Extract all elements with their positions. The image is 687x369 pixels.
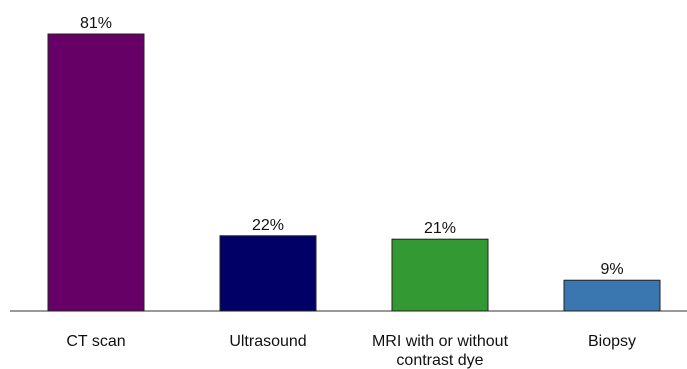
bar-3: [391, 238, 489, 312]
data-label-1: 81%: [80, 15, 112, 32]
tick-label-line: contrast dye: [396, 352, 483, 369]
tick-label-3: MRI with or without contrast dye: [372, 333, 509, 369]
tick-labels-group: CT scan Ultrasound MRI with or without cont…: [66, 333, 636, 369]
tick-label-line: CT scan: [66, 333, 125, 350]
bar-2: [219, 235, 317, 312]
data-label-3: 21%: [424, 220, 456, 237]
tick-label-2: Ultrasound: [229, 333, 306, 350]
tick-label-4: Biopsy: [588, 333, 636, 350]
tick-label-line: MRI with or without: [372, 333, 509, 350]
tick-label-line: Biopsy: [588, 333, 636, 350]
tick-label-line: Ultrasound: [229, 333, 306, 350]
tick-label-1: CT scan: [66, 333, 125, 350]
bar-1: [47, 33, 145, 312]
bars-group: [47, 33, 661, 312]
data-label-4: 9%: [600, 261, 623, 278]
bar-4: [563, 279, 661, 312]
data-label-2: 22%: [252, 217, 284, 234]
data-labels-group: 81% 22% 21% 9%: [80, 15, 624, 278]
